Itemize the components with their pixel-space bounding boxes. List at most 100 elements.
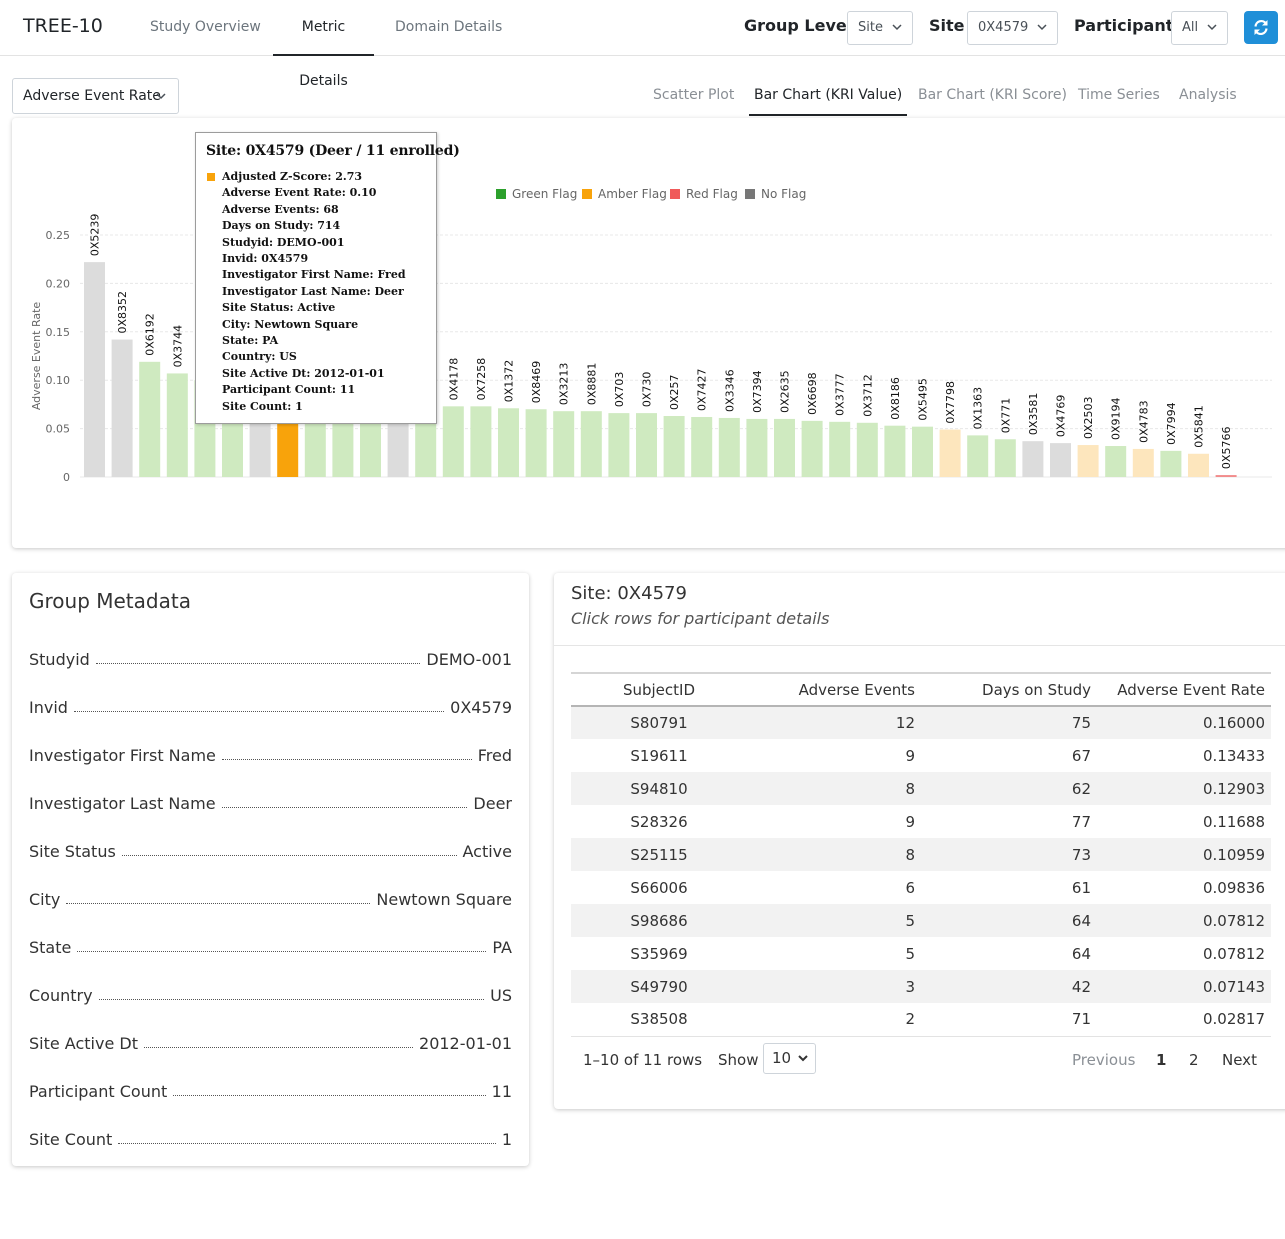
table-row[interactable]: S25115 8 73 0.10959 [571, 838, 1271, 871]
leader-dots [66, 903, 371, 904]
metadata-value: Newtown Square [376, 890, 512, 909]
bar [442, 406, 464, 477]
bar [829, 421, 851, 477]
cell-days-on-study: 64 [921, 904, 1097, 937]
cell-adverse-events: 3 [747, 970, 921, 1003]
table-row[interactable]: S35969 5 64 0.07812 [571, 937, 1271, 970]
table-row[interactable]: S66006 6 61 0.09836 [571, 871, 1271, 904]
pagination-previous[interactable]: Previous [1072, 1051, 1136, 1069]
page-size-select[interactable]: 10 [763, 1043, 816, 1074]
leader-dots [77, 951, 487, 952]
tooltip-row-text: Adjusted Z-Score: 2.73 [222, 170, 363, 183]
bar [774, 418, 795, 477]
cell-subjectid: S35969 [630, 944, 688, 963]
tab-bar-chart-kri-score[interactable]: Bar Chart (KRI Score) [918, 87, 1067, 103]
bar-label: 0X703 [613, 372, 626, 408]
bar-label: 0X4769 [1055, 395, 1068, 438]
chevron-down-icon [1207, 24, 1217, 31]
column-header-days-on-study[interactable]: Days on Study [921, 672, 1097, 707]
table-row[interactable]: S94810 8 62 0.12903 [571, 772, 1271, 805]
group-level-label: Group Level [744, 16, 853, 35]
bar-label: 0X3581 [1027, 393, 1040, 436]
bar [84, 262, 105, 477]
cell-subjectid: S19611 [630, 746, 688, 765]
cell-days-on-study: 67 [1071, 746, 1091, 765]
table-row[interactable]: S38508 2 71 0.02817 [571, 1003, 1271, 1037]
bar [1215, 475, 1237, 477]
site-select[interactable]: 0X4579 [967, 11, 1058, 45]
tooltip-title: Site: 0X4579 (Deer / 11 enrolled) [206, 143, 460, 159]
bar-label: 0X6698 [806, 372, 819, 415]
tab-study-overview[interactable]: Study Overview [150, 19, 261, 35]
tab-scatter-plot[interactable]: Scatter Plot [653, 87, 735, 103]
pagination-next[interactable]: Next [1222, 1051, 1257, 1069]
cell-adverse-events: 9 [905, 812, 915, 831]
metadata-key: Site Count [29, 1130, 113, 1149]
page-size-value: 10 [772, 1049, 792, 1067]
chart-tooltip: Site: 0X4579 (Deer / 11 enrolled) Adjust… [195, 132, 460, 424]
bar-label: 0X3712 [861, 374, 874, 417]
pagination-page-2[interactable]: 2 [1189, 1051, 1199, 1069]
table-row[interactable]: S28326 9 77 0.11688 [571, 805, 1271, 838]
y-tick-label: 0.05 [46, 423, 71, 436]
tab-domain-details[interactable]: Domain Details [395, 19, 503, 35]
cell-subjectid: S98686 [571, 904, 747, 937]
chevron-down-icon [1037, 24, 1047, 31]
metric-select-value: Adverse Event Rate [23, 88, 161, 104]
bar [884, 425, 906, 477]
bar-label: 0X1363 [972, 387, 985, 430]
bar [994, 439, 1016, 477]
group-level-select[interactable]: Site [847, 11, 913, 45]
table-row[interactable]: S98686 5 64 0.07812 [571, 904, 1271, 937]
y-tick-label: 0.20 [46, 277, 71, 290]
column-header-adverse-event-rate[interactable]: Adverse Event Rate [1097, 672, 1271, 707]
cell-adverse-event-rate: 0.09836 [1202, 878, 1265, 897]
legend-swatch [745, 189, 755, 199]
leader-dots [121, 855, 457, 856]
bar-label: 0X7798 [944, 381, 957, 424]
refresh-button[interactable] [1244, 11, 1278, 44]
leader-dots [118, 1143, 496, 1144]
tooltip-row: Invid: 0X4579 [222, 252, 309, 266]
bar-label: 0X6192 [144, 313, 157, 356]
legend-red: Red Flag [670, 187, 738, 201]
table-row[interactable]: S80791 12 75 0.16000 [571, 706, 1271, 739]
bar-label: 0X5495 [917, 378, 930, 421]
cell-adverse-event-rate: 0.12903 [1097, 772, 1271, 805]
metadata-value: US [490, 986, 512, 1005]
table-row[interactable]: S19611 9 67 0.13433 [571, 739, 1271, 772]
participant-value: All [1182, 20, 1199, 35]
tab-bar-chart-kri-value[interactable]: Bar Chart (KRI Value) [749, 78, 908, 116]
legend-label: Red Flag [686, 187, 738, 201]
bar-label: 0X7427 [696, 368, 709, 411]
tab-time-series[interactable]: Time Series [1078, 87, 1160, 103]
bar [1077, 445, 1099, 477]
chevron-down-icon [892, 24, 902, 31]
y-tick-label: 0.25 [46, 229, 71, 242]
group-level-value: Site [858, 20, 883, 35]
cell-subjectid: S94810 [571, 772, 747, 805]
cell-adverse-event-rate: 0.13433 [1202, 746, 1265, 765]
chevron-down-icon [798, 1055, 808, 1062]
table-row[interactable]: S49790 3 42 0.07143 [571, 970, 1271, 1003]
tab-metric-details[interactable]: Metric Details [273, 0, 374, 89]
cell-days-on-study: 71 [921, 1003, 1097, 1037]
pagination-summary: 1–10 of 11 rows [583, 1051, 703, 1069]
participant-select[interactable]: All [1171, 11, 1228, 45]
participant-card-subtitle: Click rows for participant details [571, 609, 830, 628]
cell-subjectid: S66006 [630, 878, 688, 897]
bar [967, 435, 989, 477]
bar-label: 0X4783 [1137, 400, 1150, 443]
metadata-value: 2012-01-01 [419, 1034, 512, 1053]
bar [1160, 450, 1182, 477]
column-header-adverse-events[interactable]: Adverse Events [747, 672, 921, 707]
legend-label: Green Flag [512, 187, 578, 201]
column-header-subjectid[interactable]: SubjectID [571, 672, 747, 707]
cell-adverse-events: 8 [747, 838, 921, 871]
leader-dots [221, 759, 472, 760]
bar [470, 406, 492, 477]
metric-select[interactable]: Adverse Event Rate [12, 78, 179, 114]
metadata-key: Invid [29, 698, 68, 717]
leader-dots [98, 999, 485, 1000]
pagination-page-1[interactable]: 1 [1156, 1051, 1167, 1069]
